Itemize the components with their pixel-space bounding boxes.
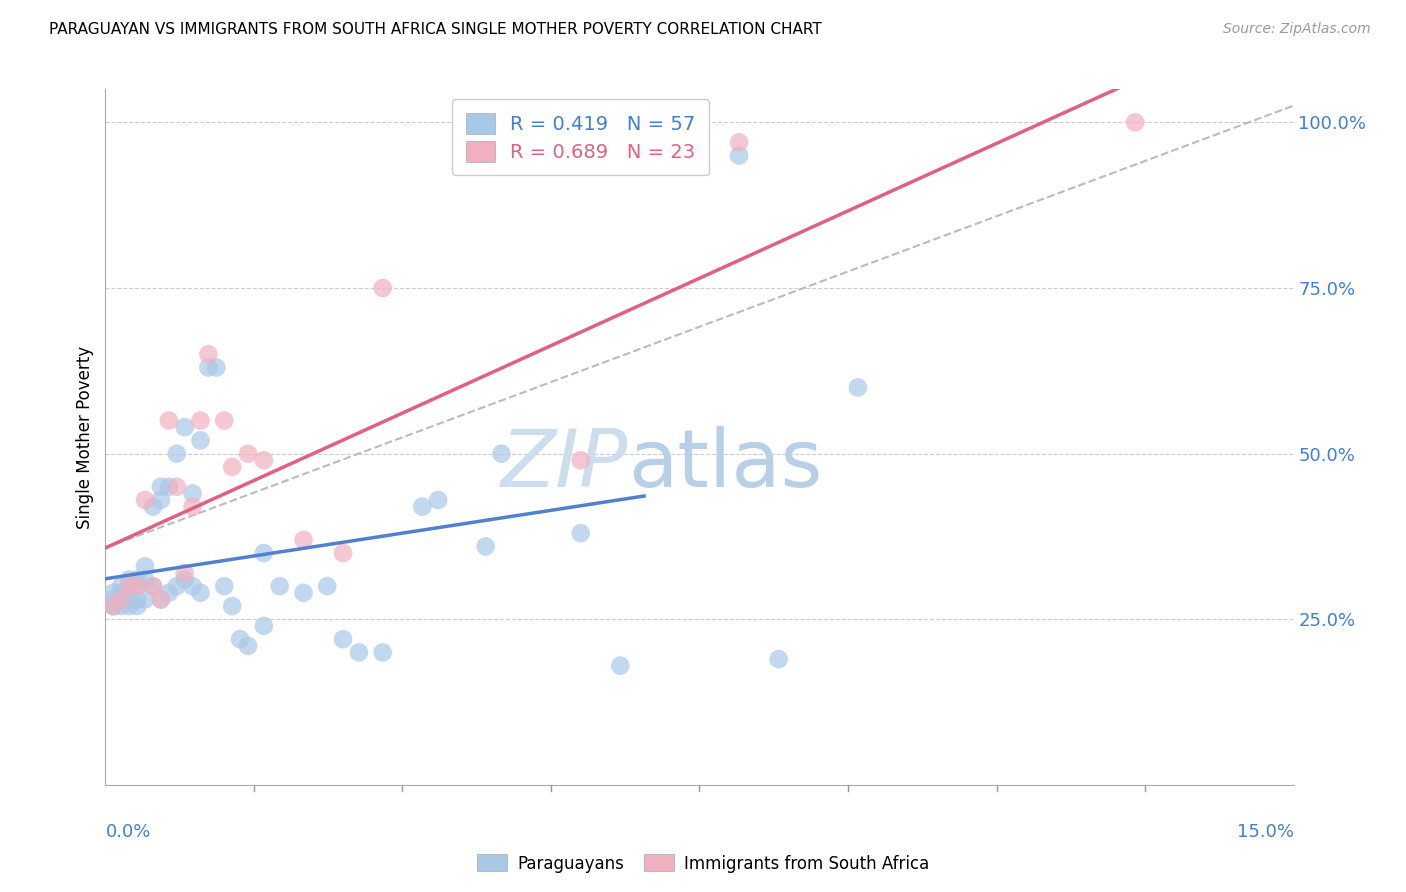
Text: 15.0%: 15.0% <box>1236 823 1294 841</box>
Point <box>110 592 132 607</box>
Point <box>236 447 259 461</box>
Point <box>229 632 252 647</box>
Point <box>292 586 315 600</box>
Y-axis label: Single Mother Poverty: Single Mother Poverty <box>76 345 94 529</box>
Point <box>205 360 228 375</box>
Point <box>149 592 172 607</box>
Point <box>474 540 496 554</box>
Point <box>190 434 212 448</box>
Point <box>103 592 125 607</box>
Point <box>491 447 513 461</box>
Point <box>214 413 236 427</box>
Point <box>134 573 156 587</box>
Point <box>332 546 354 560</box>
Point <box>411 500 433 514</box>
Point <box>142 500 165 514</box>
Point <box>173 573 195 587</box>
Point <box>149 592 172 607</box>
Point <box>134 559 156 574</box>
Point <box>127 579 149 593</box>
Text: 0.0%: 0.0% <box>105 823 150 841</box>
Point <box>127 599 149 613</box>
Point <box>221 459 243 474</box>
Point <box>371 645 394 659</box>
Point <box>181 486 204 500</box>
Point <box>110 579 132 593</box>
Point <box>127 573 149 587</box>
Point <box>166 447 188 461</box>
Point <box>103 599 125 613</box>
Point <box>253 619 276 633</box>
Point <box>190 586 212 600</box>
Point <box>157 586 180 600</box>
Legend: Paraguayans, Immigrants from South Africa: Paraguayans, Immigrants from South Afric… <box>470 847 936 880</box>
Point <box>118 592 141 607</box>
Point <box>157 413 180 427</box>
Point <box>127 579 149 593</box>
Point <box>347 645 370 659</box>
Text: ZIP: ZIP <box>501 425 628 504</box>
Point <box>118 579 141 593</box>
Point <box>728 135 751 149</box>
Text: atlas: atlas <box>628 425 823 504</box>
Point <box>332 632 354 647</box>
Text: Source: ZipAtlas.com: Source: ZipAtlas.com <box>1223 22 1371 37</box>
Point <box>371 281 394 295</box>
Point <box>292 533 315 547</box>
Point <box>173 420 195 434</box>
Point <box>768 652 790 666</box>
Point <box>118 579 141 593</box>
Point <box>190 413 212 427</box>
Point <box>149 480 172 494</box>
Point <box>127 592 149 607</box>
Point <box>118 599 141 613</box>
Point <box>149 493 172 508</box>
Point <box>181 500 204 514</box>
Point <box>142 579 165 593</box>
Point <box>110 599 132 613</box>
Point <box>197 347 219 361</box>
Point <box>236 639 259 653</box>
Point <box>103 599 125 613</box>
Point <box>142 579 165 593</box>
Point <box>728 148 751 162</box>
Point <box>157 480 180 494</box>
Point <box>110 586 132 600</box>
Point <box>134 493 156 508</box>
Point <box>253 546 276 560</box>
Point <box>181 579 204 593</box>
Point <box>103 586 125 600</box>
Point <box>166 579 188 593</box>
Point <box>569 453 592 467</box>
Point <box>316 579 339 593</box>
Point <box>221 599 243 613</box>
Text: PARAGUAYAN VS IMMIGRANTS FROM SOUTH AFRICA SINGLE MOTHER POVERTY CORRELATION CHA: PARAGUAYAN VS IMMIGRANTS FROM SOUTH AFRI… <box>49 22 823 37</box>
Point <box>173 566 195 580</box>
Point <box>846 380 869 394</box>
Point <box>569 526 592 541</box>
Point <box>110 592 132 607</box>
Point <box>269 579 291 593</box>
Point <box>253 453 276 467</box>
Point <box>427 493 450 508</box>
Point <box>609 658 631 673</box>
Point <box>197 360 219 375</box>
Point <box>214 579 236 593</box>
Point <box>134 592 156 607</box>
Legend: R = 0.419   N = 57, R = 0.689   N = 23: R = 0.419 N = 57, R = 0.689 N = 23 <box>453 99 709 176</box>
Point <box>118 573 141 587</box>
Point <box>103 599 125 613</box>
Point <box>1123 115 1146 129</box>
Point <box>166 480 188 494</box>
